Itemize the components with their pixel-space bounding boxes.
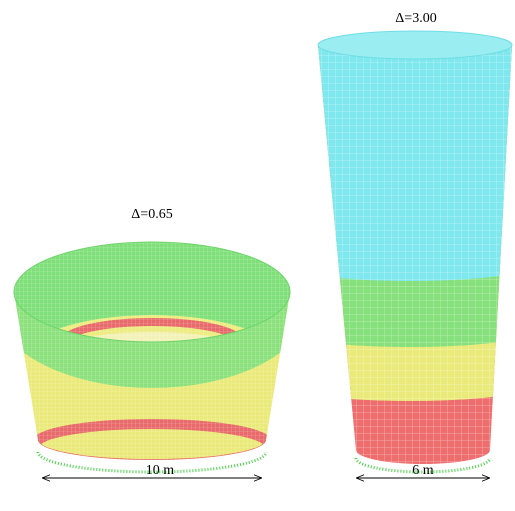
right-model xyxy=(300,20,515,472)
dimension-label: 6 m xyxy=(412,463,434,478)
figure: Δ=0.65 Δ=3.00 10 m 6 m xyxy=(0,0,515,511)
left-model xyxy=(0,212,312,472)
delta-label: Δ=3.00 xyxy=(395,11,436,26)
dimension-label: 10 m xyxy=(146,463,175,478)
delta-label: Δ=0.65 xyxy=(131,207,172,222)
